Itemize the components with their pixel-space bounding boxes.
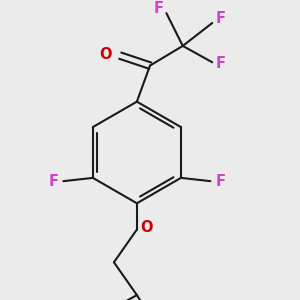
Text: F: F — [215, 174, 225, 189]
Text: O: O — [140, 220, 152, 236]
Text: F: F — [153, 1, 163, 16]
Text: O: O — [100, 46, 112, 62]
Text: F: F — [215, 11, 226, 26]
Text: F: F — [215, 56, 226, 71]
Text: F: F — [49, 174, 58, 189]
